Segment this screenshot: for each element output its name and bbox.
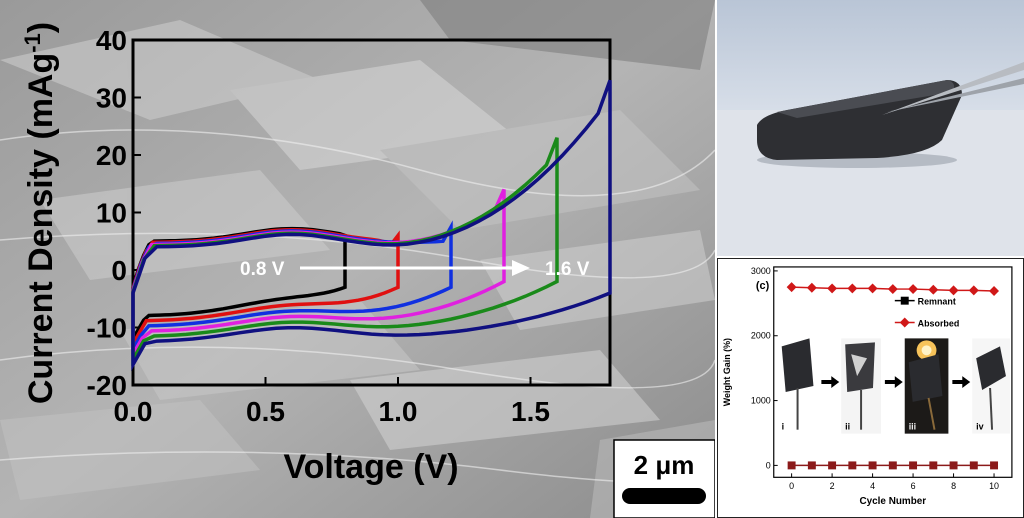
burn-image-ii: ii — [841, 338, 881, 434]
y-axis-label: Current Density (mAg-1) — [20, 22, 61, 404]
legend: Remnant Absorbed — [894, 296, 960, 328]
panel-label: (c) — [756, 280, 770, 292]
y-tick-label: -10 — [87, 313, 127, 344]
arrow-icon — [952, 376, 971, 388]
inset-y-tick-label: 0 — [766, 460, 771, 470]
inset-x-tick-label: 6 — [911, 481, 916, 491]
inset-y-tick-label: 3000 — [751, 266, 771, 276]
annotation-start-voltage: 0.8 V — [240, 259, 285, 280]
sem-flake-edges — [0, 129, 715, 483]
point-remnant — [787, 461, 796, 470]
point-absorbed — [806, 282, 817, 293]
point-absorbed — [948, 285, 959, 296]
burn-image-iv: iv — [972, 338, 1010, 434]
inset-y-axis-label: Weight Gain (%) — [722, 338, 732, 406]
inset-x-tick-label: 10 — [989, 481, 999, 491]
inset-y-tick-label: 2000 — [751, 331, 771, 341]
y-tick-label: 30 — [96, 83, 127, 114]
legend-label-remnant: Remnant — [918, 297, 956, 307]
point-absorbed — [827, 283, 838, 294]
burn-image-label-iv: iv — [976, 422, 983, 432]
inset-x-tick-label: 8 — [951, 481, 956, 491]
y-tick-label: 40 — [96, 25, 127, 56]
x-axis-label: Voltage (V) — [283, 448, 458, 486]
tweezers-icon — [882, 62, 1024, 115]
burn-test-sequence: i ii iii iv — [777, 338, 1010, 434]
point-remnant — [909, 461, 918, 470]
x-tick-label: 1.0 — [379, 396, 418, 427]
point-remnant — [848, 461, 857, 470]
legend-label-absorbed: Absorbed — [918, 318, 960, 328]
inset-x-tick-label: 2 — [830, 481, 835, 491]
point-absorbed — [887, 284, 898, 295]
inset-plot-area — [773, 266, 1013, 478]
inset-x-tick-label: 4 — [870, 481, 875, 491]
y-tick-label: 20 — [96, 140, 127, 171]
burn-image-i: i — [777, 338, 818, 434]
burn-image-label-ii: ii — [845, 422, 850, 432]
point-remnant — [888, 461, 897, 470]
weight-gain-chart: (c) 0 2 4 6 8 10 0 1000 2000 3000 Cycle Number We… — [717, 258, 1024, 518]
point-remnant — [990, 461, 999, 470]
annotation-end-voltage: 1.6 V — [545, 259, 590, 280]
burn-image-label-iii: iii — [909, 422, 916, 432]
point-absorbed — [786, 282, 797, 293]
y-tick-label: 0 — [111, 255, 127, 286]
point-remnant — [929, 461, 938, 470]
sweep-arrow-head — [512, 260, 530, 276]
point-absorbed — [989, 286, 1000, 296]
x-tick-label: 0.5 — [246, 396, 285, 427]
arrow-icon — [884, 376, 903, 388]
foam-photo — [717, 0, 1024, 256]
scale-bar-label: 2 μm — [634, 450, 695, 480]
cv-curve-1.8V — [131, 79, 612, 372]
x-tick-label: 0.0 — [114, 396, 153, 427]
inset-series — [786, 282, 1000, 470]
y-tick-label: 10 — [96, 198, 127, 229]
burn-image-label-i: i — [782, 422, 784, 432]
inset-axis-ticks: 0 2 4 6 8 10 0 1000 2000 3000 — [751, 266, 999, 491]
point-remnant — [807, 461, 816, 470]
scale-bar-box — [613, 439, 715, 518]
point-remnant — [949, 461, 958, 470]
foam-top — [777, 80, 955, 118]
legend-marker-absorbed — [899, 317, 910, 328]
point-remnant — [969, 461, 978, 470]
axis-ticks: 0.0 0.5 1.0 1.5 -20 -10 0 10 20 30 40 — [87, 25, 550, 427]
inset-y-tick-label: 1000 — [751, 396, 771, 406]
burn-image-iii: iii — [904, 338, 949, 434]
point-absorbed — [908, 284, 919, 295]
y-tick-label: -20 — [87, 370, 127, 401]
arrow-icon — [821, 376, 840, 388]
point-remnant — [868, 461, 877, 470]
inset-x-axis-label: Cycle Number — [860, 496, 927, 507]
point-remnant — [828, 461, 837, 470]
legend-marker-remnant — [900, 296, 909, 305]
point-absorbed — [928, 284, 939, 295]
point-absorbed — [968, 285, 979, 296]
scale-bar — [622, 488, 706, 504]
point-absorbed — [847, 283, 858, 294]
foam-piece — [757, 80, 962, 160]
cv-curves — [131, 79, 612, 372]
inset-x-tick-label: 0 — [789, 481, 794, 491]
x-tick-label: 1.5 — [511, 396, 550, 427]
point-absorbed — [867, 283, 878, 294]
